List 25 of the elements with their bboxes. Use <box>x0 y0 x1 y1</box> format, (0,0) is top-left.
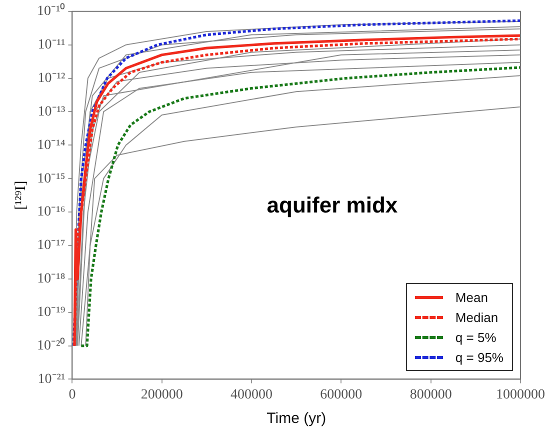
y-tick-label: 10⁻¹⁵ <box>37 171 66 186</box>
x-tick-label: 800000 <box>410 387 452 402</box>
y-tick-label: 10⁻¹⁷ <box>37 238 66 254</box>
y-tick-label: 10⁻²⁰ <box>36 337 66 354</box>
x-tick-label: 1000000 <box>496 387 545 402</box>
x-tick-label: 600000 <box>320 387 362 402</box>
y-tick-label: 10⁻¹² <box>38 70 66 86</box>
y-tick-label: 10⁻¹¹ <box>38 38 66 53</box>
y-tick-label: 10⁻¹⁶ <box>37 204 66 220</box>
y-tick-label: 10⁻¹⁴ <box>37 138 66 153</box>
y-tick-label: 10⁻¹⁰ <box>36 3 66 20</box>
x-tick-label: 200000 <box>140 387 183 402</box>
legend-label: Median <box>455 310 498 325</box>
y-tick-label: 10⁻²¹ <box>38 372 66 387</box>
legend-label: q = 95% <box>455 350 504 365</box>
x-tick-label: 400000 <box>230 387 273 402</box>
y-tick-label: 10⁻¹³ <box>38 104 66 120</box>
legend-label: Mean <box>455 290 488 305</box>
y-axis-title: [¹²⁹I] <box>12 180 29 210</box>
y-tick-label: 10⁻¹⁸ <box>37 272 66 287</box>
y-tick-label: 10⁻¹⁹ <box>37 305 66 320</box>
legend-label: q = 5% <box>455 330 496 345</box>
x-tick-label: 0 <box>68 387 76 402</box>
x-axis-title: Time (yr) <box>266 410 326 428</box>
annotation: aquifer midx <box>266 192 398 218</box>
